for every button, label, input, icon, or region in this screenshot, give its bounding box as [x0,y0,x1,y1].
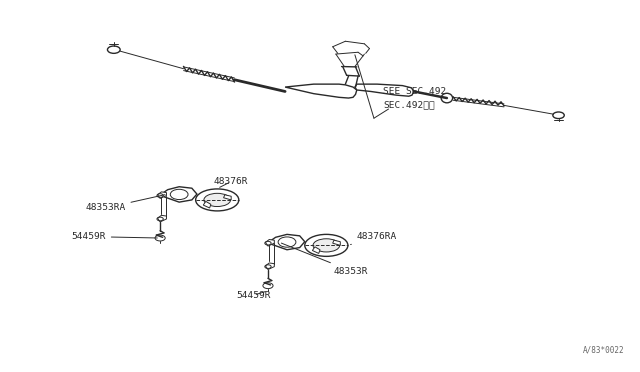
Text: SEE SEC.492: SEE SEC.492 [383,87,447,96]
Polygon shape [204,201,211,208]
Text: 48376R: 48376R [214,177,248,187]
Ellipse shape [305,234,348,256]
Polygon shape [266,240,275,246]
Polygon shape [161,187,197,202]
Text: 54459R: 54459R [71,232,157,241]
Polygon shape [285,84,356,98]
Polygon shape [266,263,275,270]
Polygon shape [312,247,320,253]
Text: A/83*0022: A/83*0022 [583,346,625,355]
Ellipse shape [204,193,230,206]
Text: 48353R: 48353R [282,243,369,276]
Polygon shape [355,84,414,96]
Polygon shape [223,195,231,200]
Polygon shape [269,234,305,250]
Text: 48376RA: 48376RA [351,232,397,244]
Text: 48353RA: 48353RA [85,195,165,212]
Ellipse shape [196,189,239,211]
Polygon shape [333,240,340,246]
Polygon shape [157,192,166,198]
Ellipse shape [441,93,452,103]
Text: SEC.492参図: SEC.492参図 [383,100,435,109]
Polygon shape [157,215,166,222]
Ellipse shape [313,239,340,252]
Text: 54459R: 54459R [236,291,271,300]
